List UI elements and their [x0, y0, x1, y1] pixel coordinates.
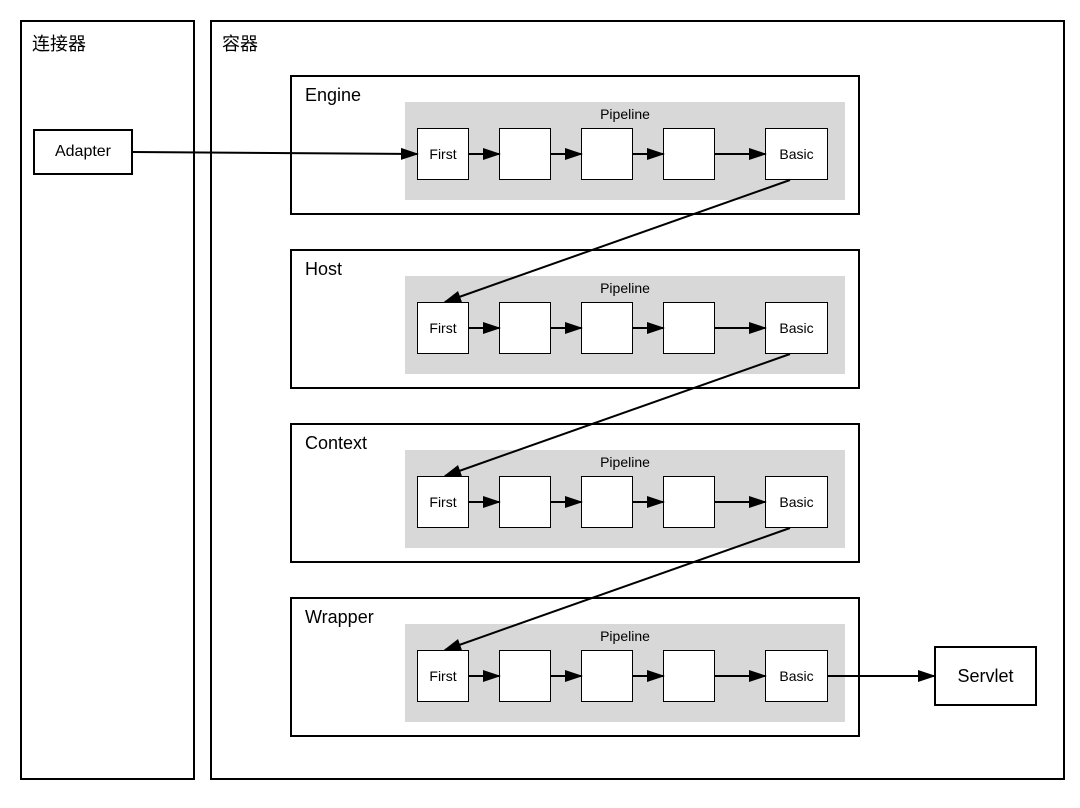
valve-3-2 [581, 650, 633, 702]
valve-0-1 [499, 128, 551, 180]
connector-title: 连接器 [32, 30, 86, 56]
pipeline-title-2: Pipeline [405, 454, 845, 470]
valve-0-3 [663, 128, 715, 180]
valve-1-0: First [417, 302, 469, 354]
stage-title-wrapper: Wrapper [305, 607, 374, 628]
valve-3-0: First [417, 650, 469, 702]
adapter-box: Adapter [33, 129, 133, 175]
valve-1-3 [663, 302, 715, 354]
valve-2-2 [581, 476, 633, 528]
valve-2-4: Basic [765, 476, 828, 528]
pipeline-title-0: Pipeline [405, 106, 845, 122]
servlet-box: Servlet [934, 646, 1037, 706]
stage-title-host: Host [305, 259, 342, 280]
valve-1-1 [499, 302, 551, 354]
container-title: 容器 [222, 30, 258, 56]
valve-3-3 [663, 650, 715, 702]
valve-1-2 [581, 302, 633, 354]
valve-0-0: First [417, 128, 469, 180]
valve-2-1 [499, 476, 551, 528]
valve-2-0: First [417, 476, 469, 528]
pipeline-title-1: Pipeline [405, 280, 845, 296]
stage-title-context: Context [305, 433, 367, 454]
valve-0-2 [581, 128, 633, 180]
pipeline-title-3: Pipeline [405, 628, 845, 644]
valve-3-1 [499, 650, 551, 702]
valve-0-4: Basic [765, 128, 828, 180]
valve-1-4: Basic [765, 302, 828, 354]
valve-3-4: Basic [765, 650, 828, 702]
valve-2-3 [663, 476, 715, 528]
stage-title-engine: Engine [305, 85, 361, 106]
